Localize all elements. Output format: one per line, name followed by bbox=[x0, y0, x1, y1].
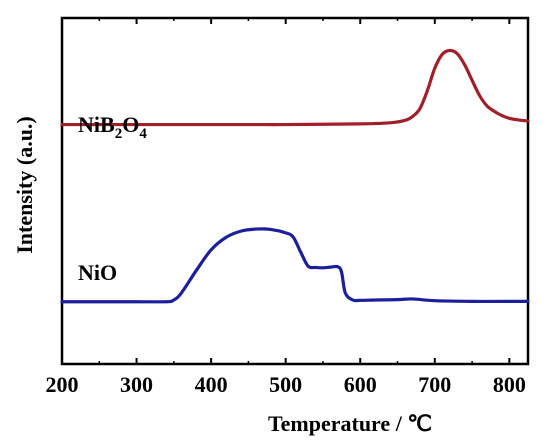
series-label-nib2o4: NiB2O4 bbox=[78, 112, 147, 142]
x-ticks: 200 300 400 500 600 700 800 bbox=[46, 18, 526, 397]
x-tick-label: 600 bbox=[344, 372, 377, 397]
x-tick-label: 800 bbox=[493, 372, 526, 397]
y-axis-title: Intensity (a.u.) bbox=[12, 116, 37, 254]
plot-frame bbox=[60, 16, 530, 366]
series-line-nib2o4 bbox=[60, 48, 530, 127]
x-axis-title: Temperature / ℃ bbox=[268, 411, 432, 436]
series-layer bbox=[60, 48, 530, 304]
series-label-nio: NiO bbox=[78, 260, 117, 285]
x-tick-label: 300 bbox=[120, 372, 153, 397]
x-tick-label: 700 bbox=[418, 372, 451, 397]
x-tick-label: 200 bbox=[46, 372, 79, 397]
x-tick-label: 400 bbox=[195, 372, 228, 397]
x-tick-label: 500 bbox=[269, 372, 302, 397]
plot-border bbox=[60, 16, 530, 366]
series-line-nio bbox=[60, 227, 530, 304]
